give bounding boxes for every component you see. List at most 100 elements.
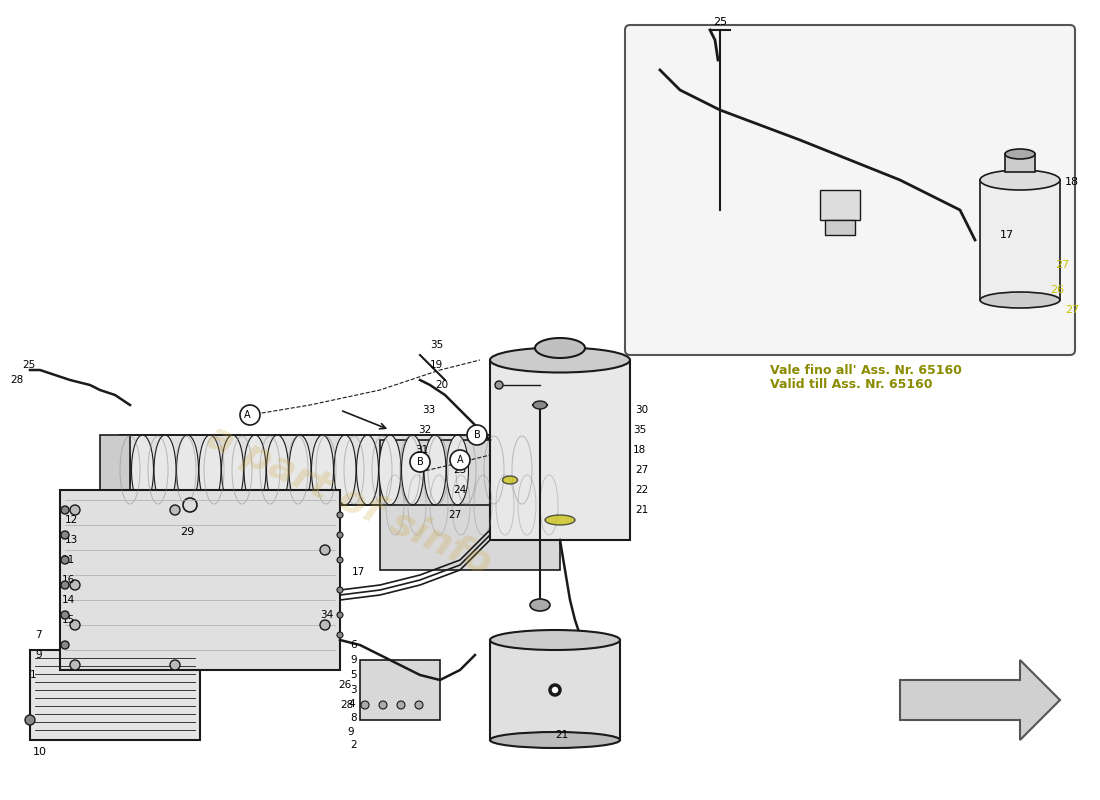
Ellipse shape: [1005, 149, 1035, 159]
Ellipse shape: [132, 435, 154, 505]
Text: 27: 27: [635, 465, 648, 475]
Circle shape: [580, 346, 584, 350]
Circle shape: [536, 346, 540, 350]
Text: 9: 9: [350, 655, 356, 665]
Ellipse shape: [490, 630, 620, 650]
Circle shape: [60, 556, 69, 564]
Ellipse shape: [530, 599, 550, 611]
Polygon shape: [900, 660, 1060, 740]
Ellipse shape: [266, 435, 288, 505]
Text: 4: 4: [348, 699, 354, 709]
Text: A: A: [244, 410, 251, 420]
Text: B: B: [417, 457, 424, 467]
Bar: [490, 640, 620, 740]
Circle shape: [183, 498, 197, 512]
Text: 22: 22: [635, 485, 648, 495]
Ellipse shape: [244, 435, 266, 505]
Circle shape: [60, 581, 69, 589]
Text: 28: 28: [340, 700, 353, 710]
Circle shape: [60, 506, 69, 514]
FancyBboxPatch shape: [625, 25, 1075, 355]
Text: 33: 33: [422, 405, 436, 415]
Circle shape: [60, 611, 69, 619]
Circle shape: [170, 505, 180, 515]
Circle shape: [379, 701, 387, 709]
Text: 24: 24: [453, 485, 466, 495]
Text: 15: 15: [62, 615, 75, 625]
Ellipse shape: [980, 292, 1060, 308]
Text: 34: 34: [320, 610, 333, 620]
Ellipse shape: [154, 435, 176, 505]
Circle shape: [542, 340, 547, 344]
Ellipse shape: [311, 435, 333, 505]
Circle shape: [70, 660, 80, 670]
Text: 30: 30: [635, 405, 648, 415]
Text: 19: 19: [430, 360, 443, 370]
Text: 2: 2: [350, 740, 356, 750]
Text: 17: 17: [1000, 230, 1014, 240]
Bar: [379, 440, 560, 570]
Bar: [825, 220, 855, 235]
Text: 6: 6: [350, 640, 356, 650]
Circle shape: [468, 425, 487, 445]
Text: 32: 32: [418, 425, 431, 435]
Text: 16: 16: [62, 575, 75, 585]
Text: 27: 27: [1065, 305, 1079, 315]
Circle shape: [70, 505, 80, 515]
Ellipse shape: [490, 732, 620, 748]
Circle shape: [558, 354, 562, 358]
Text: 29: 29: [180, 527, 195, 537]
Circle shape: [70, 580, 80, 590]
Text: Vale fino all' Ass. Nr. 65160: Vale fino all' Ass. Nr. 65160: [770, 363, 961, 377]
Circle shape: [361, 701, 368, 709]
Ellipse shape: [495, 381, 503, 389]
Circle shape: [60, 531, 69, 539]
Bar: [60, 490, 340, 670]
Text: a part of sinfo: a part of sinfo: [201, 418, 498, 582]
Text: 5: 5: [350, 670, 356, 680]
Bar: [100, 435, 130, 500]
Text: 11: 11: [62, 555, 75, 565]
Polygon shape: [116, 435, 550, 505]
Text: 9: 9: [346, 727, 353, 737]
Ellipse shape: [402, 435, 424, 505]
Bar: [1005, 154, 1035, 172]
Bar: [360, 660, 440, 720]
Circle shape: [573, 352, 578, 356]
Bar: [30, 650, 200, 740]
Text: 35: 35: [632, 425, 647, 435]
Circle shape: [450, 450, 470, 470]
Text: 17: 17: [352, 567, 365, 577]
Text: 31: 31: [415, 445, 428, 455]
Circle shape: [70, 620, 80, 630]
Circle shape: [240, 405, 260, 425]
Ellipse shape: [221, 435, 243, 505]
Text: 21: 21: [635, 505, 648, 515]
Text: 27: 27: [448, 510, 461, 520]
Ellipse shape: [176, 435, 198, 505]
Text: 23: 23: [453, 465, 466, 475]
Text: 7: 7: [35, 630, 42, 640]
Ellipse shape: [980, 170, 1060, 190]
Circle shape: [337, 587, 343, 593]
Bar: [820, 190, 860, 220]
Circle shape: [573, 340, 578, 344]
Text: A: A: [456, 455, 463, 465]
Circle shape: [337, 512, 343, 518]
Circle shape: [550, 685, 560, 695]
Circle shape: [170, 660, 180, 670]
Circle shape: [337, 632, 343, 638]
Text: 8: 8: [350, 713, 356, 723]
Circle shape: [337, 557, 343, 563]
Text: 18: 18: [1065, 177, 1079, 187]
Text: 14: 14: [62, 595, 75, 605]
Ellipse shape: [109, 435, 131, 505]
Circle shape: [60, 641, 69, 649]
Circle shape: [337, 532, 343, 538]
Circle shape: [542, 352, 547, 356]
Text: 26: 26: [338, 680, 351, 690]
Text: Valid till Ass. Nr. 65160: Valid till Ass. Nr. 65160: [770, 378, 933, 391]
Text: B: B: [474, 430, 481, 440]
Ellipse shape: [503, 476, 517, 484]
Ellipse shape: [379, 435, 401, 505]
